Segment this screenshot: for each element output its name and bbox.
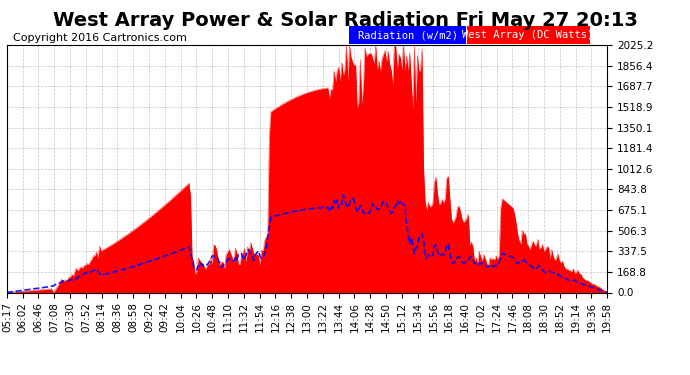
Text: West Array Power & Solar Radiation Fri May 27 20:13: West Array Power & Solar Radiation Fri M…	[52, 11, 638, 30]
Text: Radiation (w/m2): Radiation (w/m2)	[358, 30, 458, 40]
Text: West Array (DC Watts): West Array (DC Watts)	[462, 30, 593, 40]
FancyBboxPatch shape	[349, 26, 466, 44]
FancyBboxPatch shape	[466, 26, 590, 44]
Text: Copyright 2016 Cartronics.com: Copyright 2016 Cartronics.com	[13, 33, 187, 42]
